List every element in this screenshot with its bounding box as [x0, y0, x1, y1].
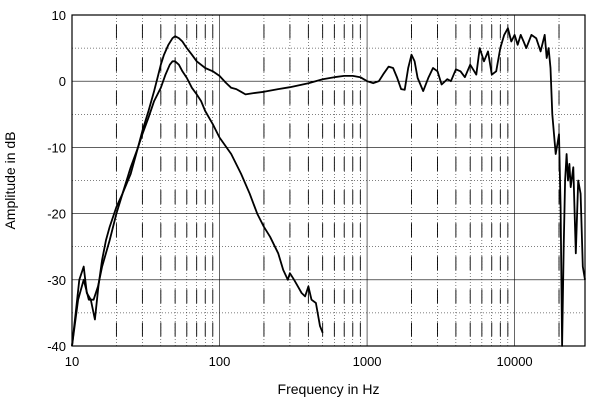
y-axis-title: Amplitude in dB [2, 131, 18, 229]
plot-frame [71, 14, 586, 347]
plot-background [72, 15, 585, 346]
minor-gridlines [72, 15, 586, 346]
x-tick-label: 10000 [497, 354, 533, 369]
series-layer [71, 27, 586, 347]
y-tick-label: 10 [52, 8, 66, 23]
y-tick-label: 0 [59, 74, 66, 89]
y-tick-label: -40 [47, 339, 66, 354]
series-line-1 [71, 27, 586, 347]
x-tick-label: 1000 [353, 354, 382, 369]
y-tick-label: -10 [47, 140, 66, 155]
y-tick-label: -30 [47, 273, 66, 288]
series-line-2 [71, 60, 324, 347]
x-tick-labels: 10 100 1000 10000 [65, 354, 533, 369]
y-tick-label: -20 [47, 207, 66, 222]
x-tick-label: 10 [65, 354, 79, 369]
y-tick-labels: 10 0 -10 -20 -30 -40 [47, 8, 66, 354]
x-axis-title: Frequency in Hz [278, 381, 380, 397]
x-tick-label: 100 [209, 354, 231, 369]
